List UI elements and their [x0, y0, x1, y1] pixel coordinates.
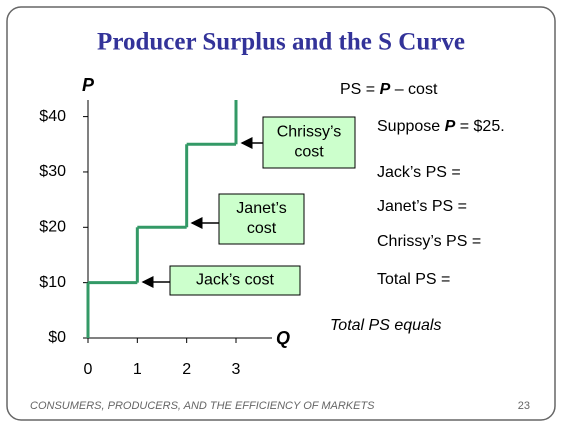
footer: CONSUMERS, PRODUCERS, AND THE EFFICIENCY… [30, 400, 375, 412]
page-number: 23 [518, 400, 530, 412]
y-tick-label: $30 [39, 163, 66, 180]
note-part: PS = [340, 81, 380, 98]
y-tick-label: $0 [48, 329, 66, 346]
note-part: Janet’s PS = [377, 198, 467, 215]
annotation-box [169, 265, 301, 296]
annotation-text: cost [294, 144, 324, 161]
note-part: Total PS = [377, 271, 450, 288]
x-tick-label: 2 [182, 361, 191, 378]
note: Suppose P = $25. [377, 118, 505, 135]
note-part: Chrissy’s PS = [377, 233, 481, 250]
note-part: Suppose [377, 118, 445, 135]
x-tick-label: 0 [84, 361, 93, 378]
conclusion: Total PS equals [330, 317, 441, 334]
annotation-text: cost [247, 220, 277, 237]
annotation-text: Chrissy’s [277, 124, 342, 141]
note: Jack’s PS = [377, 164, 461, 181]
y-tick-label: $40 [39, 108, 66, 125]
y-axis-label: P [82, 75, 95, 95]
x-tick-label: 1 [133, 361, 142, 378]
annotation-box [218, 193, 305, 245]
x-tick-label: 3 [232, 361, 241, 378]
note-part: – cost [390, 81, 438, 98]
slide-title: Producer Surplus and the S Curve [97, 29, 465, 56]
note: Chrissy’s PS = [377, 233, 481, 250]
note-part: = $25. [455, 118, 504, 135]
y-tick-label: $10 [39, 274, 66, 291]
note: Total PS = [377, 271, 450, 288]
note: Janet’s PS = [377, 198, 467, 215]
note: PS = P – cost [340, 81, 438, 98]
note-part: P [445, 118, 456, 135]
x-axis-label: Q [276, 328, 290, 348]
annotation-text: Janet’s [236, 200, 286, 217]
annotation-text: Jack’s cost [196, 272, 275, 289]
note-part: P [380, 81, 391, 98]
y-tick-label: $20 [39, 219, 66, 236]
note-part: Jack’s PS = [377, 164, 461, 181]
